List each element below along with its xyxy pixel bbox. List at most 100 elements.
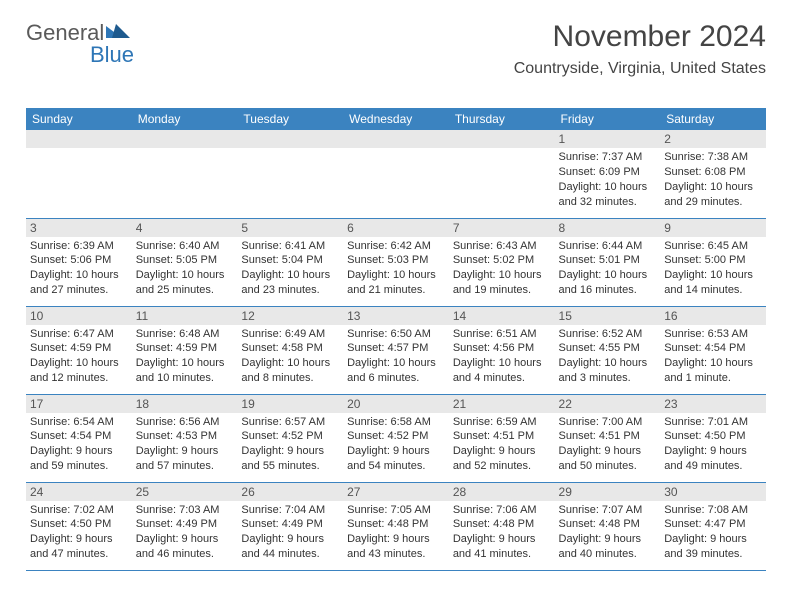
day-details: Sunrise: 6:45 AMSunset: 5:00 PMDaylight:… (660, 237, 766, 302)
dayname-tue: Tuesday (237, 108, 343, 130)
dayname-sun: Sunday (26, 108, 132, 130)
sunset-text: Sunset: 5:02 PM (453, 253, 551, 268)
daylight-text: Daylight: 10 hours and 19 minutes. (453, 268, 551, 298)
sunset-text: Sunset: 4:59 PM (136, 341, 234, 356)
daylight-text: Daylight: 9 hours and 47 minutes. (30, 532, 128, 562)
calendar-cell: 7Sunrise: 6:43 AMSunset: 5:02 PMDaylight… (449, 218, 555, 306)
dayname-sat: Saturday (660, 108, 766, 130)
day-number: 15 (555, 307, 661, 325)
day-number: 12 (237, 307, 343, 325)
sunrise-text: Sunrise: 6:54 AM (30, 415, 128, 430)
day-number: 16 (660, 307, 766, 325)
day-details: Sunrise: 6:47 AMSunset: 4:59 PMDaylight:… (26, 325, 132, 390)
day-number: 17 (26, 395, 132, 413)
sunrise-text: Sunrise: 7:04 AM (241, 503, 339, 518)
sunset-text: Sunset: 4:55 PM (559, 341, 657, 356)
day-number: 30 (660, 483, 766, 501)
sunset-text: Sunset: 5:00 PM (664, 253, 762, 268)
sunrise-text: Sunrise: 6:47 AM (30, 327, 128, 342)
day-details: Sunrise: 7:37 AMSunset: 6:09 PMDaylight:… (555, 148, 661, 213)
sunset-text: Sunset: 5:03 PM (347, 253, 445, 268)
day-header-row: Sunday Monday Tuesday Wednesday Thursday… (26, 108, 766, 130)
calendar-cell: 10Sunrise: 6:47 AMSunset: 4:59 PMDayligh… (26, 306, 132, 394)
sunset-text: Sunset: 4:57 PM (347, 341, 445, 356)
sunrise-text: Sunrise: 7:02 AM (30, 503, 128, 518)
sunrise-text: Sunrise: 6:57 AM (241, 415, 339, 430)
daylight-text: Daylight: 10 hours and 14 minutes. (664, 268, 762, 298)
day-number: 3 (26, 219, 132, 237)
day-details: Sunrise: 6:57 AMSunset: 4:52 PMDaylight:… (237, 413, 343, 478)
day-number: 29 (555, 483, 661, 501)
daylight-text: Daylight: 10 hours and 16 minutes. (559, 268, 657, 298)
calendar-cell: 23Sunrise: 7:01 AMSunset: 4:50 PMDayligh… (660, 394, 766, 482)
calendar-cell: 18Sunrise: 6:56 AMSunset: 4:53 PMDayligh… (132, 394, 238, 482)
day-number: 13 (343, 307, 449, 325)
calendar-cell: 26Sunrise: 7:04 AMSunset: 4:49 PMDayligh… (237, 482, 343, 570)
sunset-text: Sunset: 4:48 PM (347, 517, 445, 532)
sunset-text: Sunset: 4:47 PM (664, 517, 762, 532)
month-title: November 2024 (514, 20, 766, 54)
day-number: 1 (555, 130, 661, 148)
sunrise-text: Sunrise: 6:58 AM (347, 415, 445, 430)
day-details: Sunrise: 6:44 AMSunset: 5:01 PMDaylight:… (555, 237, 661, 302)
sunset-text: Sunset: 4:48 PM (453, 517, 551, 532)
daylight-text: Daylight: 9 hours and 50 minutes. (559, 444, 657, 474)
day-number: 2 (660, 130, 766, 148)
calendar-cell: 6Sunrise: 6:42 AMSunset: 5:03 PMDaylight… (343, 218, 449, 306)
day-details: Sunrise: 6:42 AMSunset: 5:03 PMDaylight:… (343, 237, 449, 302)
calendar-cell: 5Sunrise: 6:41 AMSunset: 5:04 PMDaylight… (237, 218, 343, 306)
day-number: 18 (132, 395, 238, 413)
sunrise-text: Sunrise: 7:05 AM (347, 503, 445, 518)
day-number-empty (449, 130, 555, 148)
sunrise-text: Sunrise: 6:51 AM (453, 327, 551, 342)
calendar-cell: 27Sunrise: 7:05 AMSunset: 4:48 PMDayligh… (343, 482, 449, 570)
sunset-text: Sunset: 5:06 PM (30, 253, 128, 268)
daylight-text: Daylight: 10 hours and 25 minutes. (136, 268, 234, 298)
sunrise-text: Sunrise: 6:50 AM (347, 327, 445, 342)
day-number: 24 (26, 483, 132, 501)
daylight-text: Daylight: 10 hours and 4 minutes. (453, 356, 551, 386)
day-details: Sunrise: 6:43 AMSunset: 5:02 PMDaylight:… (449, 237, 555, 302)
calendar-cell: 30 Sunrise: 7:08 AMSunset: 4:47 PMDayligh… (660, 482, 766, 570)
day-number: 10 (26, 307, 132, 325)
calendar-cell: 17Sunrise: 6:54 AMSunset: 4:54 PMDayligh… (26, 394, 132, 482)
day-number: 9 (660, 219, 766, 237)
day-number: 8 (555, 219, 661, 237)
sunrise-text: Sunrise: 7:08 AM (664, 503, 762, 518)
day-number: 28 (449, 483, 555, 501)
day-details: Sunrise: 6:50 AMSunset: 4:57 PMDaylight:… (343, 325, 449, 390)
sunrise-text: Sunrise: 7:38 AM (664, 150, 762, 165)
calendar-cell: 22Sunrise: 7:00 AMSunset: 4:51 PMDayligh… (555, 394, 661, 482)
calendar-cell: 1Sunrise: 7:37 AMSunset: 6:09 PMDaylight… (555, 130, 661, 218)
dayname-thu: Thursday (449, 108, 555, 130)
calendar-week: 17Sunrise: 6:54 AMSunset: 4:54 PMDayligh… (26, 394, 766, 482)
calendar-week: 3Sunrise: 6:39 AMSunset: 5:06 PMDaylight… (26, 218, 766, 306)
calendar-week: 10Sunrise: 6:47 AMSunset: 4:59 PMDayligh… (26, 306, 766, 394)
calendar-cell: 28 Sunrise: 7:06 AMSunset: 4:48 PMDayligh… (449, 482, 555, 570)
daylight-text: Daylight: 9 hours and 44 minutes. (241, 532, 339, 562)
calendar-cell (343, 130, 449, 218)
sunrise-text: Sunrise: 6:48 AM (136, 327, 234, 342)
day-number: 4 (132, 219, 238, 237)
brand-logo: General Blue (26, 20, 132, 46)
sunrise-text: Sunrise: 7:00 AM (559, 415, 657, 430)
calendar-cell: 20Sunrise: 6:58 AMSunset: 4:52 PMDayligh… (343, 394, 449, 482)
sunrise-text: Sunrise: 7:06 AM (453, 503, 551, 518)
sunrise-text: Sunrise: 6:56 AM (136, 415, 234, 430)
dayname-mon: Monday (132, 108, 238, 130)
day-number: 27 (343, 483, 449, 501)
day-number-empty (237, 130, 343, 148)
calendar-cell (237, 130, 343, 218)
sunset-text: Sunset: 4:49 PM (241, 517, 339, 532)
daylight-text: Daylight: 9 hours and 41 minutes. (453, 532, 551, 562)
sunset-text: Sunset: 5:01 PM (559, 253, 657, 268)
daylight-text: Daylight: 9 hours and 39 minutes. (664, 532, 762, 562)
sunset-text: Sunset: 4:50 PM (664, 429, 762, 444)
day-details: Sunrise: 6:51 AMSunset: 4:56 PMDaylight:… (449, 325, 555, 390)
sunset-text: Sunset: 4:53 PM (136, 429, 234, 444)
sunrise-text: Sunrise: 6:40 AM (136, 239, 234, 254)
day-details: Sunrise: 7:00 AMSunset: 4:51 PMDaylight:… (555, 413, 661, 478)
sunset-text: Sunset: 4:48 PM (559, 517, 657, 532)
dayname-fri: Friday (555, 108, 661, 130)
day-number: 23 (660, 395, 766, 413)
